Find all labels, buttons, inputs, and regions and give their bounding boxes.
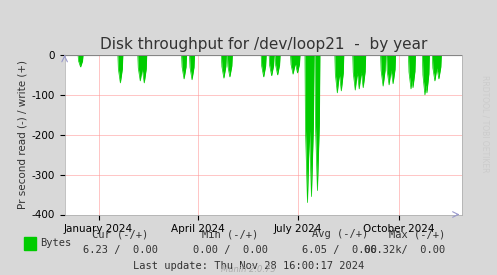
Text: Bytes: Bytes	[40, 238, 72, 248]
Text: Avg (-/+): Avg (-/+)	[312, 229, 368, 239]
Title: Disk throughput for /dev/loop21  -  by year: Disk throughput for /dev/loop21 - by yea…	[100, 37, 427, 53]
Text: Max (-/+): Max (-/+)	[389, 229, 445, 239]
Text: 66.32k/  0.00: 66.32k/ 0.00	[364, 244, 445, 255]
Text: 6.05 /  0.00: 6.05 / 0.00	[303, 244, 377, 255]
Text: Munin 2.0.75: Munin 2.0.75	[221, 265, 276, 274]
Y-axis label: Pr second read (-) / write (+): Pr second read (-) / write (+)	[17, 60, 27, 209]
Text: 0.00 /  0.00: 0.00 / 0.00	[193, 244, 268, 255]
Text: Cur (-/+): Cur (-/+)	[92, 229, 149, 239]
Bar	[24, 237, 36, 250]
Text: 6.23 /  0.00: 6.23 / 0.00	[83, 244, 158, 255]
Text: Min (-/+): Min (-/+)	[202, 229, 258, 239]
Text: RRDTOOL / TOBI OETIKER: RRDTOOL / TOBI OETIKER	[481, 75, 490, 172]
Text: Last update: Thu Nov 28 16:00:17 2024: Last update: Thu Nov 28 16:00:17 2024	[133, 261, 364, 271]
